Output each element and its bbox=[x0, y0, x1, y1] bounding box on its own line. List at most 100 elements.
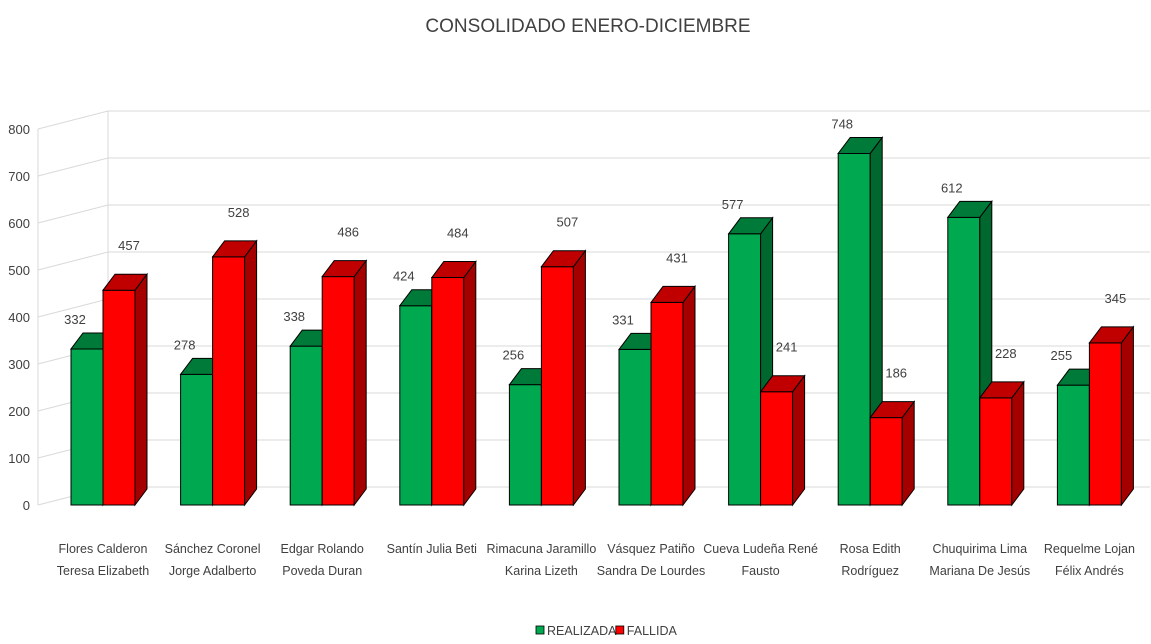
y-tick-label: 300 bbox=[8, 357, 30, 372]
bar-side bbox=[792, 374, 806, 507]
data-label: 255 bbox=[1051, 348, 1073, 363]
data-label: 528 bbox=[228, 205, 250, 220]
y-tick-label: 0 bbox=[23, 498, 30, 513]
category-label: Vásquez Patiño Sandra De Lourdes bbox=[597, 542, 705, 578]
bar-front bbox=[321, 276, 355, 506]
y-tick-label: 700 bbox=[8, 169, 30, 184]
legend-label: REALIZADA bbox=[547, 624, 617, 638]
bar-front bbox=[180, 373, 214, 506]
data-label: 486 bbox=[337, 225, 359, 240]
category-labels: Flores Calderon Teresa Elizabeth Sánchez C… bbox=[57, 542, 1135, 578]
data-label: 278 bbox=[174, 337, 196, 352]
bar-front bbox=[947, 216, 981, 506]
bar-side bbox=[244, 239, 258, 507]
bar-top bbox=[540, 250, 587, 268]
grid-line bbox=[37, 110, 1150, 130]
y-tick-label: 600 bbox=[8, 216, 30, 231]
y-tick-label: 500 bbox=[8, 263, 30, 278]
bar-fallida bbox=[540, 249, 587, 507]
legend-swatch bbox=[615, 625, 625, 635]
legend: REALIZADA FALLIDA bbox=[535, 624, 678, 638]
data-label: 332 bbox=[64, 312, 86, 327]
data-label: 256 bbox=[503, 348, 525, 363]
bar-side bbox=[134, 272, 148, 507]
data-label: 507 bbox=[557, 215, 579, 230]
bar-front bbox=[70, 348, 104, 506]
bar-fallida bbox=[211, 239, 258, 507]
data-label: 431 bbox=[666, 250, 688, 265]
category-label: Rosa Edith Rodríguez bbox=[840, 542, 901, 578]
category-label: Rimacuna Jaramillo Karina Lizeth bbox=[487, 542, 597, 578]
bar-fallida bbox=[430, 260, 477, 507]
category-label: Cueva Ludeña René Fausto bbox=[703, 542, 818, 578]
data-label: 484 bbox=[447, 226, 469, 241]
bar-side bbox=[463, 260, 477, 507]
y-tick-label: 100 bbox=[8, 451, 30, 466]
category-label: Flores Calderon Teresa Elizabeth bbox=[57, 542, 149, 578]
bar-side bbox=[682, 284, 696, 507]
bar-front bbox=[1088, 342, 1122, 506]
data-label: 338 bbox=[283, 309, 305, 324]
bar-top bbox=[211, 240, 258, 258]
data-label: 186 bbox=[885, 366, 907, 381]
bar-side bbox=[1120, 325, 1134, 507]
bar-front bbox=[508, 384, 542, 506]
legend-label: FALLIDA bbox=[627, 624, 678, 638]
data-label: 612 bbox=[941, 180, 963, 195]
legend-swatch bbox=[535, 625, 545, 635]
bar-fallida bbox=[759, 374, 806, 507]
bar-top bbox=[430, 261, 477, 279]
bar-side bbox=[1011, 380, 1025, 507]
bar-top bbox=[837, 136, 884, 154]
bar-front bbox=[431, 277, 465, 506]
category-label: Santín Julia Beti bbox=[387, 542, 477, 556]
bar-front bbox=[837, 152, 871, 506]
bar-front bbox=[650, 301, 684, 506]
bar-top bbox=[102, 273, 148, 291]
bar-side bbox=[572, 249, 586, 507]
bar-fallida bbox=[650, 284, 696, 507]
data-label: 457 bbox=[118, 238, 140, 253]
data-label: 228 bbox=[995, 346, 1017, 361]
bar-top bbox=[759, 375, 806, 393]
bar-fallida bbox=[321, 259, 368, 507]
bar-top bbox=[321, 260, 368, 278]
y-axis-ticks: 0 100 200 300 400 500 600 700 800 bbox=[8, 122, 30, 513]
bar-front bbox=[289, 345, 323, 506]
data-label: 577 bbox=[722, 197, 744, 212]
bar-front bbox=[618, 348, 652, 506]
data-label: 345 bbox=[1105, 291, 1127, 306]
category-label: Chuquirima Lima Mariana De Jesús bbox=[929, 542, 1030, 578]
bar-front bbox=[540, 266, 574, 506]
bar-front bbox=[979, 397, 1013, 506]
y-tick-label: 200 bbox=[8, 404, 30, 419]
grid-line bbox=[37, 157, 1150, 177]
bar-fallida bbox=[978, 380, 1025, 507]
bar-top bbox=[727, 217, 774, 235]
bar-fallida bbox=[1088, 325, 1135, 507]
bar-side bbox=[353, 259, 367, 507]
bar-front bbox=[760, 391, 794, 506]
category-label: Edgar Rolando Poveda Duran bbox=[280, 542, 363, 578]
category-label: Sánchez Coronel Jorge Adalberto bbox=[165, 542, 261, 578]
bar-front bbox=[869, 417, 903, 506]
y-tick-label: 800 bbox=[8, 122, 30, 137]
data-labels: 332 457 278 528 338 486 424 484 256 507 331 431 577 2… bbox=[64, 116, 1126, 380]
bar-front bbox=[728, 233, 762, 506]
bar-front bbox=[102, 289, 136, 506]
bar-top bbox=[1088, 326, 1135, 344]
bar-top bbox=[869, 401, 916, 419]
bar-side bbox=[901, 400, 915, 507]
bar-top bbox=[946, 200, 993, 218]
y-tick-label: 400 bbox=[8, 310, 30, 325]
bar-front bbox=[212, 256, 246, 506]
data-label: 424 bbox=[393, 269, 415, 284]
bar-fallida bbox=[102, 272, 148, 507]
data-label: 241 bbox=[776, 340, 798, 355]
bar-front bbox=[399, 305, 433, 506]
category-label: Requelme Lojan Félix Andrés bbox=[1044, 542, 1135, 578]
bar-top bbox=[978, 381, 1025, 399]
data-label: 748 bbox=[831, 116, 853, 131]
